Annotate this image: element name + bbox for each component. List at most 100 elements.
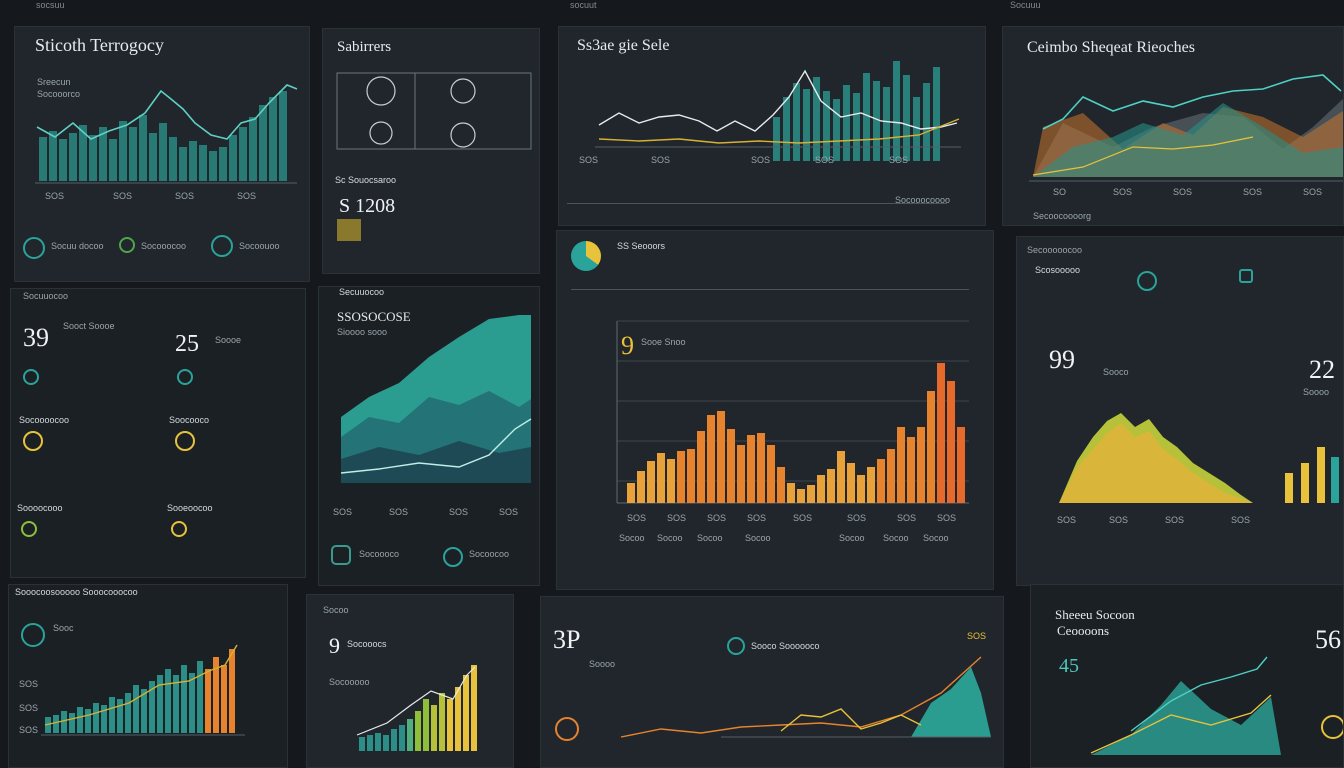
- bar-line-chart: [595, 61, 961, 161]
- panel-left-stats: Socuuocoo 39 Sooct Soooe 25 Soooe Socooo…: [10, 288, 306, 578]
- x-tick: SOS: [793, 513, 813, 523]
- panel-label: Sooc: [53, 623, 74, 633]
- metric-label: Socooocs: [347, 639, 387, 649]
- chart-line: [44, 644, 238, 726]
- divider: [567, 203, 947, 204]
- panel-subtitle: Ceoooons: [1057, 623, 1109, 638]
- legend-item: Socooocoo: [141, 241, 187, 251]
- badge-icon: [1321, 715, 1343, 739]
- leaf-icon: [21, 521, 37, 537]
- x-tick: SOS: [1109, 515, 1129, 525]
- metric-label: Soooo: [589, 659, 616, 669]
- x-tick: SOS: [747, 513, 767, 523]
- pie-icon: [571, 241, 601, 271]
- x-tick: SOS: [175, 191, 195, 201]
- x-tick: SOS: [707, 513, 727, 523]
- chart-line-secondary: [1130, 656, 1268, 732]
- x-tick: SOS: [1173, 187, 1193, 197]
- value-label: Sooco Soooooco: [751, 641, 820, 651]
- category-label: Socoo: [883, 533, 909, 543]
- chart-line: [36, 84, 298, 140]
- panel-ceimbo-area: Ceimbo Sheqeat Rieoches SO SOS SOS SOS S…: [1002, 26, 1344, 226]
- x-tick: SOS: [1165, 515, 1185, 525]
- x-tick: SOS: [847, 513, 867, 523]
- x-tick: SOS: [499, 507, 519, 517]
- x-tick: SOS: [1113, 187, 1133, 197]
- panel-title: SSOSOCOSE: [337, 309, 411, 324]
- globe-icon: [211, 235, 233, 257]
- header-left-tag: socsuu: [36, 0, 65, 10]
- panel-header: Sooocoosooooo Sooocooocoo: [15, 587, 138, 597]
- side-bar: [1331, 457, 1339, 503]
- x-tick: SOS: [651, 155, 671, 165]
- growth-icon: [23, 237, 45, 259]
- side-bar: [1317, 447, 1325, 503]
- x-tick: SOS: [937, 513, 957, 523]
- metric-value: 45: [1059, 655, 1079, 677]
- bottom-bar-chart: [356, 665, 477, 751]
- leaf-icon: [119, 237, 135, 253]
- area-teal: [1091, 681, 1281, 755]
- metric-value: S 1208: [339, 195, 396, 217]
- teal-bar-line-chart: [35, 84, 298, 184]
- x-tick: SOS: [897, 513, 917, 523]
- area-teal: [1033, 103, 1343, 177]
- area-highlight: [1059, 423, 1253, 503]
- list-item: Sooeoocoo: [167, 503, 213, 513]
- chart-bars: [627, 363, 965, 503]
- panel-subtitle: Sreecun: [37, 77, 71, 87]
- side-bar: [1285, 473, 1293, 503]
- gear-icon: [23, 431, 43, 451]
- trend-icon: [727, 637, 745, 655]
- chart-line: [1090, 694, 1272, 754]
- growth-icon: [443, 547, 463, 567]
- x-tick: SOS: [1231, 515, 1251, 525]
- category-label: Socoo: [619, 533, 645, 543]
- legend-item: Socoouoo: [239, 241, 280, 251]
- panel-header: Socoo: [323, 605, 349, 615]
- gear-icon: [175, 431, 195, 451]
- chart-gridlines: [617, 320, 969, 482]
- panel-sticoth-terrogocy: Sticoth Terrogocy Sreecun Socooorco SOS …: [14, 26, 310, 282]
- bar-icon: [1239, 269, 1253, 283]
- metric-bar: [337, 219, 361, 241]
- divider: [571, 289, 969, 290]
- metric-label: Sooe Snoo: [641, 337, 686, 347]
- growth-icon: [1137, 271, 1157, 291]
- x-tick: SOS: [113, 191, 133, 201]
- y-tick: SOS: [19, 703, 39, 713]
- metric-value: 9: [329, 633, 340, 658]
- area-front: [341, 441, 531, 483]
- panel-subtitle: Sioooo sooo: [337, 327, 388, 337]
- category-label: Socoo: [657, 533, 683, 543]
- side-bar: [1301, 463, 1309, 503]
- category-label: Socoo: [923, 533, 949, 543]
- panel-mountain-chart: Secuuocoo SSOSOCOSE Sioooo sooo SOS SOS …: [318, 286, 540, 586]
- x-tick: SOS: [667, 513, 687, 523]
- header-center-tag: socuut: [570, 0, 597, 10]
- stat-label: Sooco: [1103, 367, 1129, 377]
- x-tick: SOS: [333, 507, 353, 517]
- chart-line: [340, 418, 532, 474]
- chart-bars: [359, 665, 477, 751]
- x-tick: SOS: [389, 507, 409, 517]
- chart-line-orange: [620, 656, 982, 738]
- panel-orange-bar-chart: SS Seooors 9 Sooe Snoo: [556, 230, 994, 590]
- list-item: Soooocooo: [17, 503, 63, 513]
- panel-label: Scosooooo: [1035, 265, 1081, 275]
- yellow-green-area: [1059, 413, 1339, 503]
- target-icon: [555, 717, 579, 741]
- panel-bottom-mid-chart: 3P Soooo Sooco Soooooco SOS: [540, 596, 1004, 768]
- stat-label: Soooo: [1303, 387, 1330, 397]
- y-tick: SOS: [19, 725, 39, 735]
- stat-value: 99: [1049, 345, 1075, 374]
- x-tick: SOS: [1243, 187, 1263, 197]
- category-label: Socoo: [839, 533, 865, 543]
- chart-line: [598, 69, 958, 132]
- panel-title: Sticoth Terrogocy: [35, 35, 164, 55]
- chart-line-secondary: [598, 118, 960, 144]
- chart-bars: [773, 61, 940, 161]
- panel-header: Socuuocoo: [23, 291, 69, 301]
- chart-line-yellow: [780, 708, 922, 732]
- legend-item: Socoocoo: [469, 549, 510, 559]
